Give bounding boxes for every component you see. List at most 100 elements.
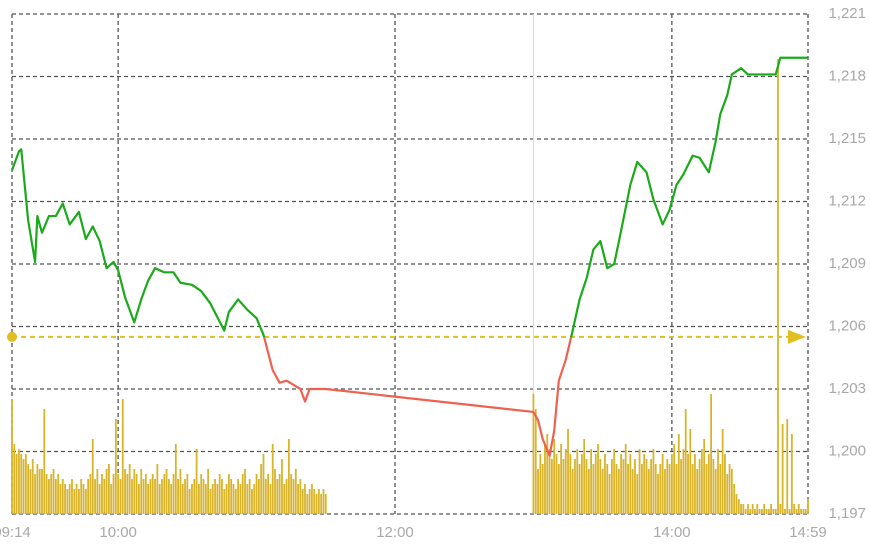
volume-bar — [631, 469, 634, 514]
volume-bar — [188, 489, 191, 514]
x-tick-label: 14:00 — [653, 524, 691, 541]
volume-bar — [765, 509, 768, 514]
volume-bar — [578, 464, 581, 514]
volume-bar — [567, 429, 569, 514]
volume-bar — [133, 469, 136, 514]
volume-bar — [59, 484, 62, 514]
y-tick-label: 1,215 — [828, 130, 866, 147]
volume-bar — [121, 399, 124, 514]
volume-bar — [103, 479, 106, 514]
volume-bar — [608, 474, 611, 514]
volume-bar — [587, 469, 590, 514]
volume-bar — [156, 464, 159, 514]
volume-bar — [144, 474, 147, 514]
volume-bar — [267, 474, 270, 514]
volume-bar — [804, 509, 807, 514]
volume-bar — [622, 459, 625, 514]
volume-bar — [707, 454, 710, 514]
volume-bar — [255, 474, 258, 514]
volume-bar — [539, 454, 542, 514]
volume-bar — [610, 459, 613, 514]
volume-bar — [664, 469, 666, 514]
volume-bar — [793, 504, 796, 514]
volume-bar — [98, 484, 101, 514]
volume-bar — [221, 479, 223, 514]
volume-bar — [317, 489, 320, 514]
volume-bar — [253, 484, 256, 514]
volume-bar — [158, 484, 161, 514]
volume-bar — [75, 484, 78, 514]
volume-bar — [66, 489, 69, 514]
volume-bar — [126, 474, 129, 514]
volume-bar — [560, 444, 563, 514]
volume-bar — [661, 454, 664, 514]
volume-bar — [218, 474, 221, 514]
volume-bar — [108, 464, 110, 514]
volume-bar — [700, 449, 703, 514]
volume-bar — [276, 479, 279, 514]
volume-bar — [24, 454, 27, 514]
volume-bar — [534, 409, 537, 514]
volume-bar — [546, 434, 549, 514]
volume-bar — [620, 454, 623, 514]
volume-bar — [147, 484, 150, 514]
volume-bar — [712, 459, 715, 514]
volume-bar — [781, 424, 784, 514]
volume-bar — [553, 439, 556, 514]
volume-bar — [287, 439, 290, 514]
volume-bar — [36, 464, 39, 514]
volume-bar — [537, 469, 539, 514]
y-tick-label: 1,203 — [828, 380, 866, 397]
volume-bar — [689, 429, 692, 514]
volume-bar — [91, 439, 94, 514]
volume-bar — [54, 479, 57, 514]
volume-bar — [659, 464, 662, 514]
volume-bar — [544, 444, 546, 514]
volume-bar — [636, 474, 639, 514]
volume-bar — [101, 474, 103, 514]
volume-bar — [177, 479, 180, 514]
volume-bar — [43, 409, 46, 514]
volume-bar — [795, 509, 798, 514]
volume-bar — [594, 454, 597, 514]
volume-bar — [89, 474, 92, 514]
volume-bar — [650, 459, 653, 514]
volume-bar — [698, 459, 701, 514]
volume-bar — [251, 489, 253, 514]
volume-bar — [73, 489, 76, 514]
volume-bar — [174, 444, 177, 514]
volume-bar — [50, 474, 53, 514]
volume-bar — [744, 509, 747, 514]
volume-bar — [214, 479, 216, 514]
volume-bar — [80, 479, 83, 514]
volume-bar — [772, 509, 775, 514]
volume-bar — [57, 474, 60, 514]
volume-bar — [71, 479, 73, 514]
volume-bar — [647, 469, 650, 514]
volume-bar — [181, 484, 184, 514]
volume-bar — [807, 499, 809, 514]
volume-bar — [747, 504, 749, 514]
volume-bar — [285, 479, 288, 514]
volume-bar — [790, 434, 793, 514]
volume-bar — [68, 484, 71, 514]
volume-bar — [756, 504, 759, 514]
volume-bar — [301, 489, 304, 514]
volume-bar — [64, 484, 66, 514]
volume-bar — [615, 464, 618, 514]
volume-bar — [311, 484, 313, 514]
volume-bar — [320, 494, 323, 514]
volume-bar — [257, 479, 260, 514]
volume-bar — [532, 394, 535, 514]
volume-bar — [687, 454, 689, 514]
volume-bar — [271, 444, 274, 514]
volume-bar — [735, 494, 738, 514]
volume-bar — [779, 504, 782, 514]
volume-bar — [114, 419, 117, 514]
volume-bar — [128, 464, 131, 514]
volume-bar — [241, 474, 244, 514]
volume-bar — [760, 509, 763, 514]
volume-bar — [140, 469, 143, 514]
volume-bar — [737, 499, 740, 514]
